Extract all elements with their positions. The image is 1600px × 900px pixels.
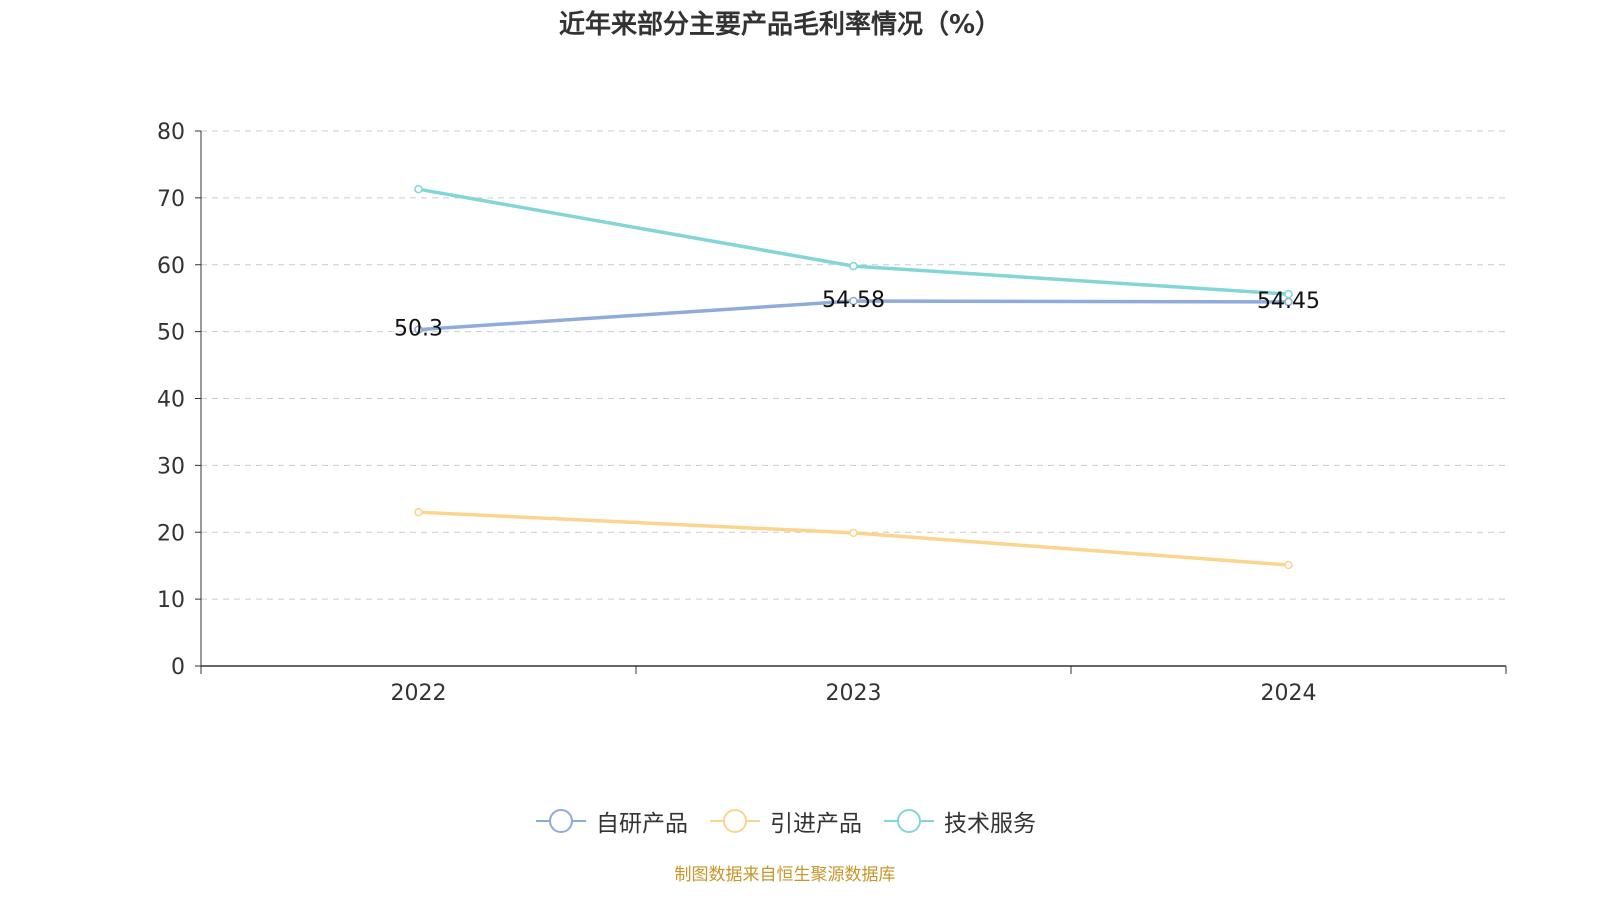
y-tick-label: 30 [157, 454, 185, 479]
x-tick-label: 2022 [391, 681, 447, 706]
data-point [849, 296, 858, 306]
legend-marker-icon [710, 809, 760, 833]
source-note: 制图数据来自恒生聚源数据库 [674, 865, 896, 885]
y-tick-label: 70 [157, 187, 185, 212]
legend-item[interactable]: 自研产品 [536, 804, 688, 838]
x-tick-label: 2023 [826, 681, 882, 706]
y-tick-label: 50 [157, 321, 185, 346]
chart-title: 近年来部分主要产品毛利率情况（%） [558, 10, 1002, 40]
legend-label: 自研产品 [596, 811, 688, 837]
data-point [1284, 289, 1293, 299]
y-tick-label: 20 [157, 521, 185, 546]
data-point [414, 325, 423, 334]
y-tick-label: 60 [157, 254, 185, 279]
legend-marker-icon [536, 809, 586, 833]
data-point [414, 184, 423, 194]
legend-marker-icon [884, 809, 934, 833]
legend-label: 引进产品 [770, 811, 862, 837]
legend-item[interactable]: 引进产品 [710, 804, 862, 838]
y-tick-label: 0 [171, 655, 185, 680]
legend-label: 技术服务 [944, 811, 1036, 837]
legend: 自研产品 引进产品 技术服务 [536, 804, 1036, 838]
data-label: 54.58 [822, 288, 885, 313]
data-point [849, 261, 858, 271]
x-tick-label: 2024 [1261, 681, 1317, 706]
data-point [414, 507, 423, 517]
data-label: 50.3 [394, 317, 443, 342]
data-label: 54.45 [1257, 289, 1320, 314]
y-tick-label: 80 [157, 120, 185, 145]
series-line [418, 510, 1289, 567]
y-tick-label: 10 [157, 588, 185, 613]
series-line [418, 187, 1289, 296]
data-point [849, 528, 858, 538]
y-tick-label: 40 [157, 388, 185, 413]
legend-item[interactable]: 技术服务 [884, 804, 1036, 838]
data-point [1284, 560, 1293, 570]
